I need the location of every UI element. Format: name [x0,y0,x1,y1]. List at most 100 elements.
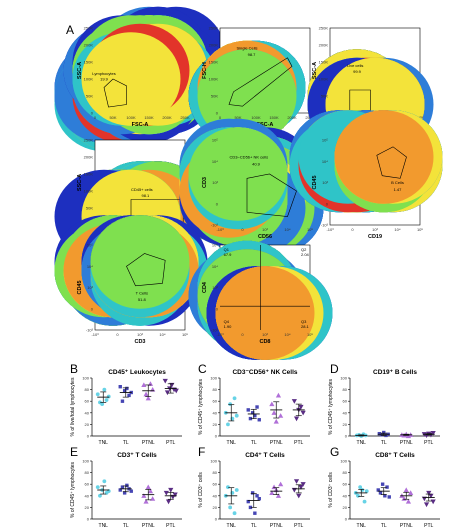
dot-plot-e [90,460,182,520]
event-dot [90,215,190,309]
density-cloud [54,6,226,152]
y-axis-label: CD3 [202,177,208,188]
x-axis-label: FSC-A [132,122,149,128]
dot-plot-c [218,377,310,437]
density-cloud [54,215,208,326]
y-tick-label: 100 [210,376,217,381]
x-axis-label: CD19 [368,234,382,240]
data-point [143,499,149,504]
gate-value: 40.9 [252,162,261,167]
x-tick-label: 0 [241,332,244,337]
x-tick-label: 10⁴ [284,227,290,232]
y-tick-label: 20 [343,505,348,510]
x-tick-label: 250K [180,115,190,120]
y-tick-label: 250K [209,26,219,31]
x-tick-label: 150K [144,115,154,120]
dot-plot-g [348,460,440,520]
data-point [125,483,129,488]
data-point [98,493,102,498]
dot-plot-f [218,460,310,520]
facs-plot-p5 [179,118,324,255]
data-point [228,505,233,510]
gate-value: 99.9 [353,69,362,74]
quadrant-value: 28.1 [301,324,310,329]
x-tick-label: 0 [219,115,222,120]
chart-title: CD45⁺ Leukocytes [108,369,166,376]
quadrant-value: 2.04 [301,252,310,257]
x-category-label: PTNL [270,440,283,446]
data-point [405,499,412,504]
y-tick-label: 0 [326,201,329,206]
gate-outline [376,146,407,179]
x-category-label: TL [381,523,387,529]
gate-name: T Cells [136,290,148,295]
x-category-label: TNL [99,440,109,446]
data-point [95,485,100,489]
y-tick-label: 250K [84,26,94,31]
data-point [364,489,369,494]
data-point [234,413,239,418]
x-category-label: PTNL [400,440,413,446]
y-tick-label: 150K [84,172,94,177]
data-point [278,413,284,418]
y-tick-label: 40 [213,410,218,415]
y-tick-label: 10⁴ [212,264,218,269]
event-dot [81,32,181,126]
x-axis-label: CD8 [259,339,270,345]
data-point [278,481,284,487]
facs-plot-p1 [54,6,226,152]
data-point [104,398,109,402]
data-point [250,411,255,415]
y-tick-label: 250K [84,138,94,143]
data-point [253,511,257,515]
x-tick-label: 10⁴ [159,332,165,337]
y-tick-label: 100K [319,77,329,82]
data-point [122,389,127,393]
y-tick-label: 10⁴ [87,264,93,269]
data-point [118,385,122,389]
data-point [430,499,436,505]
data-point [273,418,279,424]
data-point [362,499,367,504]
data-point [246,499,250,504]
y-tick-label: 80 [213,387,218,392]
x-axis-label: CD3 [134,339,145,345]
y-tick-label: -10³ [86,328,94,333]
data-point [106,394,111,399]
y-tick-label: 0 [345,517,348,522]
y-tick-label: 60 [213,482,218,487]
gate-name: CD45+ cells [131,187,153,192]
gate-name: Live cells [347,63,363,68]
y-tick-label: 100 [210,459,217,464]
chart-title: CD4⁺ T Cells [245,452,285,459]
data-point [141,493,147,498]
y-tick-label: 20 [343,422,348,427]
data-point [293,479,300,484]
x-tick-label: 10³ [262,227,268,232]
y-tick-label: 10³ [87,285,93,290]
y-tick-label: 100 [82,459,89,464]
data-point [120,399,125,403]
x-category-label: PTNL [142,523,155,529]
y-axis-label: % of CD3⁺ cells [198,472,204,508]
y-tick-label: 60 [85,399,90,404]
quadrant-name: Q4 [224,319,230,324]
density-cloud [188,240,333,360]
chart-title: CD8⁺ T Cells [375,452,415,459]
x-category-label: PTNL [142,440,155,446]
data-point [125,386,129,391]
data-point [300,410,306,416]
x-tick-label: 0 [351,227,354,232]
y-tick-label: 0 [216,306,219,311]
y-tick-label: 150K [209,60,219,65]
data-point [377,431,382,436]
data-point [141,382,147,388]
y-tick-label: 60 [343,482,348,487]
x-category-label: TL [123,523,129,529]
y-tick-label: 20 [213,422,218,427]
y-tick-label: 10³ [212,180,218,185]
y-tick-label: 60 [85,482,90,487]
data-point [164,390,171,396]
x-axis-label: CD56 [258,234,272,240]
y-tick-label: 80 [343,470,348,475]
